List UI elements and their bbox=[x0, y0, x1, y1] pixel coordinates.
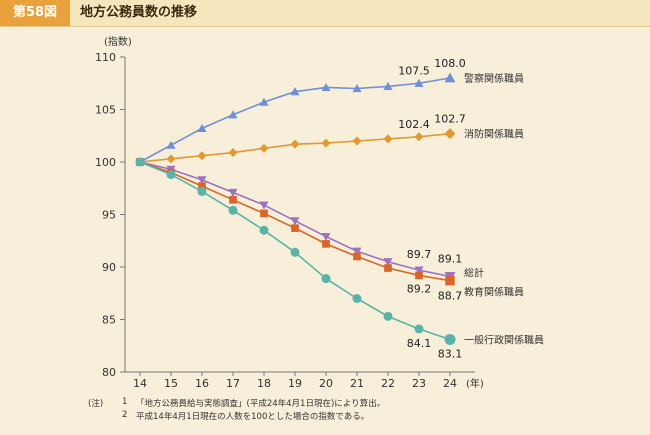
data-point bbox=[415, 271, 423, 280]
data-point bbox=[259, 225, 269, 235]
data-point bbox=[444, 72, 456, 83]
figure-header: 第58図 地方公務員数の推移 bbox=[0, 0, 650, 27]
data-point bbox=[290, 247, 300, 257]
data-point bbox=[445, 275, 455, 286]
series-総計: 89.7 89.1総計 bbox=[135, 158, 484, 282]
data-label: 89.7 bbox=[407, 248, 432, 261]
data-label: 89.2 bbox=[407, 282, 432, 295]
data-point bbox=[259, 97, 269, 106]
x-tick-label: 18 bbox=[257, 377, 271, 390]
data-point bbox=[322, 240, 330, 248]
note-number: 1 bbox=[122, 397, 128, 407]
note-number: 2 bbox=[122, 410, 128, 420]
data-point bbox=[197, 176, 207, 185]
data-label: 84.1 bbox=[407, 337, 432, 350]
data-point bbox=[444, 333, 456, 345]
note-prefix: (注) bbox=[88, 399, 104, 409]
data-point bbox=[290, 87, 300, 96]
x-tick-label: 14 bbox=[133, 377, 147, 390]
data-point bbox=[383, 311, 393, 321]
data-point bbox=[444, 128, 456, 140]
data-point bbox=[197, 151, 207, 161]
data-label: 102.7 bbox=[434, 113, 466, 126]
note-text: 「地方公務員給与実態調査」(平成24年4月1日現在)により算出。 bbox=[136, 399, 386, 409]
data-point bbox=[166, 170, 176, 180]
data-point bbox=[259, 201, 269, 210]
data-point bbox=[290, 139, 300, 149]
data-point bbox=[353, 252, 361, 261]
data-label: 108.0 bbox=[434, 57, 466, 70]
data-point bbox=[228, 110, 238, 119]
data-point bbox=[414, 78, 424, 87]
data-point bbox=[228, 188, 238, 197]
x-tick-label: 22 bbox=[381, 377, 395, 390]
data-point bbox=[352, 84, 362, 93]
data-point bbox=[197, 186, 207, 196]
y-tick-label: 110 bbox=[95, 51, 116, 64]
data-label: 83.1 bbox=[438, 347, 463, 360]
data-label: 89.1 bbox=[438, 252, 463, 265]
data-point bbox=[260, 209, 268, 218]
data-point bbox=[414, 324, 424, 334]
x-tick-label: 24 bbox=[443, 377, 457, 390]
y-tick-label: 100 bbox=[95, 156, 116, 169]
x-tick-label: 16 bbox=[195, 377, 209, 390]
data-point bbox=[383, 258, 393, 267]
data-point bbox=[197, 123, 207, 132]
data-label: 102.4 bbox=[398, 118, 430, 131]
x-tick-label: 21 bbox=[350, 377, 364, 390]
y-axis-label: (指数) bbox=[104, 35, 132, 48]
data-point bbox=[229, 195, 237, 204]
x-axis-unit: (年) bbox=[466, 377, 484, 390]
x-tick-label: 17 bbox=[226, 377, 240, 390]
data-point bbox=[321, 232, 331, 242]
data-point bbox=[228, 148, 238, 158]
data-point bbox=[383, 81, 393, 90]
data-label: 88.7 bbox=[438, 290, 463, 303]
data-point bbox=[352, 247, 362, 256]
data-point bbox=[384, 264, 392, 272]
series-name-label: 一般行政関係職員 bbox=[464, 333, 544, 346]
figure-number-badge: 第58図 bbox=[0, 0, 70, 26]
data-point bbox=[352, 294, 362, 303]
x-tick-label: 19 bbox=[288, 377, 302, 390]
data-point bbox=[321, 274, 331, 284]
data-point bbox=[166, 140, 176, 149]
data-point bbox=[198, 182, 206, 190]
series-警察関係職員: 107.5 108.0 警察関係職員 bbox=[135, 57, 524, 166]
data-label: 107.5 bbox=[398, 64, 430, 77]
y-tick-label: 80 bbox=[102, 366, 116, 379]
data-point bbox=[414, 266, 424, 275]
data-point bbox=[383, 134, 393, 144]
series-name-label: 消防関係職員 bbox=[464, 128, 524, 141]
data-point bbox=[291, 224, 299, 232]
y-tick-label: 90 bbox=[102, 261, 116, 274]
y-tick-label: 105 bbox=[95, 104, 116, 117]
x-tick-label: 15 bbox=[164, 377, 178, 390]
note-text: 平成14年4月1日現在の人数を100とした場合の指数である。 bbox=[136, 412, 370, 422]
y-tick-label: 95 bbox=[102, 209, 116, 222]
data-point bbox=[321, 138, 331, 148]
data-point bbox=[321, 82, 331, 92]
series-name-label: 教育関係職員 bbox=[464, 286, 524, 299]
data-point bbox=[352, 136, 362, 146]
x-tick-label: 23 bbox=[412, 377, 426, 390]
figure-title: 地方公務員数の推移 bbox=[80, 5, 198, 20]
series-name-label: 警察関係職員 bbox=[464, 72, 524, 85]
data-point bbox=[228, 205, 238, 215]
series-消防関係職員: 102.4 102.7 消防関係職員 bbox=[135, 113, 524, 167]
series-教育関係職員: 89.2 88.7 教育関係職員 bbox=[136, 158, 524, 303]
x-tick-label: 20 bbox=[319, 377, 333, 390]
data-point bbox=[259, 143, 269, 153]
data-point bbox=[414, 132, 424, 142]
y-tick-label: 85 bbox=[102, 314, 116, 327]
data-point bbox=[166, 154, 176, 164]
data-point bbox=[290, 217, 300, 226]
series-name-label: 総計 bbox=[464, 266, 484, 279]
data-point bbox=[135, 157, 145, 167]
line-chart: (指数) (年) 80 85 90 95 100 105 110 14 15 16 17 18 19 20… bbox=[95, 35, 544, 390]
